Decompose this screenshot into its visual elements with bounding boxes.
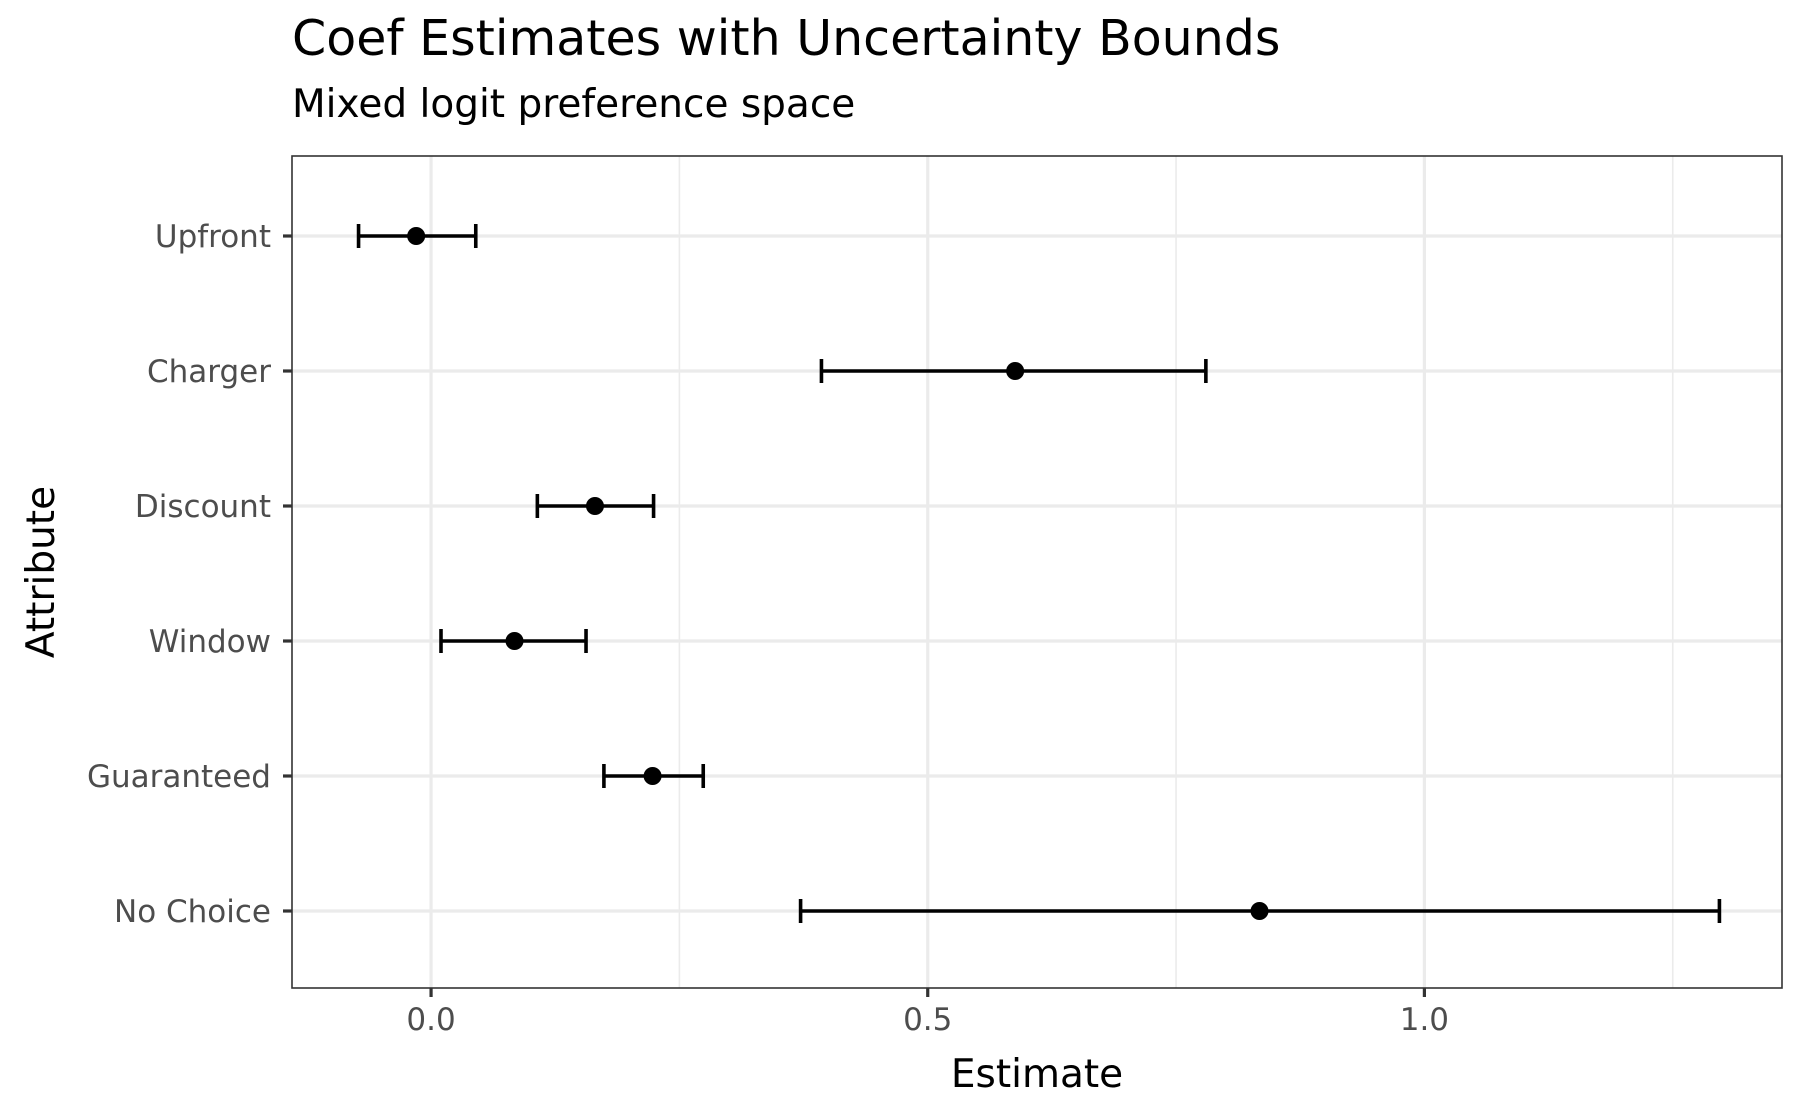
y-tick-label: Upfront <box>155 219 271 255</box>
y-tick-label: Charger <box>147 354 271 390</box>
chart-title: Coef Estimates with Uncertainty Bounds <box>292 10 1281 67</box>
y-tick-label: Guaranteed <box>87 759 271 795</box>
errorbar-group <box>356 224 478 248</box>
y-tick-label: Discount <box>135 489 271 525</box>
errorbar-group <box>602 764 706 788</box>
x-axis-title: Estimate <box>951 1052 1123 1097</box>
chart-subtitle: Mixed logit preference space <box>292 82 856 127</box>
errorbar-group <box>535 494 656 518</box>
estimate-point <box>1250 902 1269 920</box>
errorbar-group <box>819 359 1208 383</box>
x-tick-label: 0.0 <box>406 1002 455 1038</box>
axes-layer: 0.0 0.5 1.0 Upfront Charger Discount Window Gua… <box>87 219 1449 1038</box>
estimate-point <box>505 632 524 650</box>
y-axis-title: Attribute <box>19 486 64 658</box>
x-tick-label: 1.0 <box>1400 1002 1449 1038</box>
estimate-point <box>1006 362 1025 380</box>
errorbar-group <box>798 899 1722 923</box>
panel-border <box>291 155 1783 989</box>
estimate-point <box>585 497 604 515</box>
y-tick-label: Window <box>149 624 271 660</box>
marks-layer <box>356 224 1722 923</box>
estimate-point <box>643 767 662 785</box>
x-tick-label: 0.5 <box>903 1002 952 1038</box>
estimate-point <box>407 227 426 245</box>
grid-layer <box>292 156 1782 988</box>
errorbar-group <box>439 629 588 653</box>
y-tick-label: No Choice <box>114 894 271 930</box>
